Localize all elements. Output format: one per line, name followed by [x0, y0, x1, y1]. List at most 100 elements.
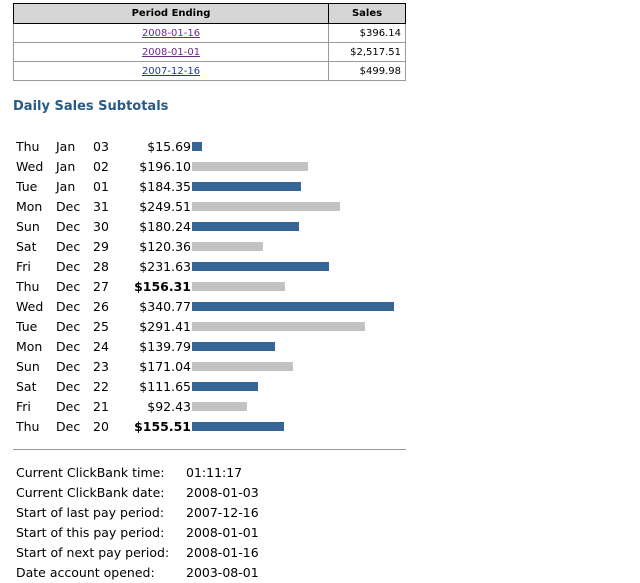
table-row: 2008-01-16 $396.14	[13, 23, 406, 43]
day-number: 22	[93, 379, 109, 394]
daily-amount: $249.51	[139, 199, 191, 214]
month: Dec	[56, 239, 81, 254]
sales-bar	[192, 242, 263, 251]
table-row: 2008-01-01 $2,517.51	[13, 42, 406, 62]
month: Dec	[56, 359, 81, 374]
daily-amount: $139.79	[139, 339, 191, 354]
daily-sales-row: Thu Dec 20 $155.51	[16, 417, 416, 437]
daily-sales-list: Thu Jan 03 $15.69 Wed Jan 02 $196.10 Tue Jan 01 $18…	[16, 137, 416, 437]
sales-bar	[192, 382, 258, 391]
table-row: 2007-12-16 $499.98	[13, 61, 406, 81]
day-of-week: Sat	[16, 239, 37, 254]
period-sales-cell: $2,517.51	[328, 42, 406, 62]
daily-sales-row: Wed Dec 26 $340.77	[16, 297, 416, 317]
sales-bar	[192, 322, 365, 331]
info-value: 2008-01-03	[186, 485, 259, 500]
day-of-week: Mon	[16, 339, 43, 354]
day-number: 23	[93, 359, 109, 374]
info-value: 01:11:17	[186, 465, 243, 480]
day-number: 24	[93, 339, 109, 354]
month: Dec	[56, 199, 81, 214]
day-number: 30	[93, 219, 109, 234]
month: Dec	[56, 219, 81, 234]
daily-sales-row: Sat Dec 29 $120.36	[16, 237, 416, 257]
day-of-week: Tue	[16, 179, 38, 194]
day-of-week: Thu	[16, 139, 40, 154]
day-number: 26	[93, 299, 109, 314]
day-number: 01	[93, 179, 109, 194]
period-link[interactable]: 2008-01-16	[141, 27, 201, 39]
daily-sales-row: Fri Dec 21 $92.43	[16, 397, 416, 417]
day-of-week: Sat	[16, 379, 37, 394]
daily-amount: $92.43	[147, 399, 191, 414]
sales-bar	[192, 342, 275, 351]
period-date-cell: 2008-01-01	[13, 42, 329, 62]
sales-header: Sales	[328, 3, 406, 24]
period-table: Period Ending Sales 2008-01-16 $396.14 2…	[13, 3, 406, 81]
day-number: 25	[93, 319, 109, 334]
info-value: 2007-12-16	[186, 505, 259, 520]
period-link[interactable]: 2008-01-01	[141, 46, 201, 58]
info-label: Current ClickBank time:	[16, 465, 165, 480]
daily-amount: $196.10	[139, 159, 191, 174]
month: Jan	[56, 159, 76, 174]
daily-amount: $156.31	[134, 279, 191, 294]
day-number: 21	[93, 399, 109, 414]
info-row: Current ClickBank date: 2008-01-03	[16, 483, 416, 503]
month: Dec	[56, 399, 81, 414]
day-number: 29	[93, 239, 109, 254]
info-value: 2008-01-01	[186, 525, 259, 540]
sales-bar	[192, 202, 340, 211]
day-of-week: Thu	[16, 279, 40, 294]
daily-sales-row: Tue Jan 01 $184.35	[16, 177, 416, 197]
info-label: Start of next pay period:	[16, 545, 170, 560]
daily-sales-row: Sat Dec 22 $111.65	[16, 377, 416, 397]
info-row: Date account opened: 2003-08-01	[16, 563, 416, 583]
info-label: Date account opened:	[16, 565, 155, 580]
month: Dec	[56, 279, 81, 294]
month: Dec	[56, 299, 81, 314]
day-of-week: Sun	[16, 359, 40, 374]
month: Dec	[56, 319, 81, 334]
daily-amount: $155.51	[134, 419, 191, 434]
day-of-week: Tue	[16, 319, 38, 334]
daily-amount: $231.63	[139, 259, 191, 274]
sales-bar	[192, 422, 284, 431]
info-label: Current ClickBank date:	[16, 485, 165, 500]
account-info-list: Current ClickBank time: 01:11:17 Current C…	[16, 463, 416, 583]
info-value: 2003-08-01	[186, 565, 259, 580]
daily-sales-row: Tue Dec 25 $291.41	[16, 317, 416, 337]
daily-sales-row: Mon Dec 24 $139.79	[16, 337, 416, 357]
day-number: 03	[93, 139, 109, 154]
sales-bar	[192, 182, 301, 191]
month: Dec	[56, 339, 81, 354]
month: Dec	[56, 419, 81, 434]
daily-amount: $340.77	[139, 299, 191, 314]
daily-amount: $120.36	[139, 239, 191, 254]
day-of-week: Fri	[16, 259, 31, 274]
period-date-cell: 2007-12-16	[13, 61, 329, 81]
sales-bar	[192, 142, 202, 151]
sales-bar	[192, 222, 299, 231]
daily-amount: $111.65	[139, 379, 191, 394]
day-number: 28	[93, 259, 109, 274]
day-of-week: Mon	[16, 199, 43, 214]
info-row: Start of next pay period: 2008-01-16	[16, 543, 416, 563]
daily-amount: $171.04	[139, 359, 191, 374]
sales-bar	[192, 402, 247, 411]
day-number: 02	[93, 159, 109, 174]
divider	[13, 449, 406, 450]
day-number: 31	[93, 199, 109, 214]
daily-sales-row: Thu Jan 03 $15.69	[16, 137, 416, 157]
period-link[interactable]: 2007-12-16	[141, 65, 201, 77]
daily-amount: $291.41	[139, 319, 191, 334]
daily-sales-row: Sun Dec 30 $180.24	[16, 217, 416, 237]
day-number: 27	[93, 279, 109, 294]
day-of-week: Wed	[16, 159, 44, 174]
sales-bar	[192, 362, 293, 371]
month: Dec	[56, 379, 81, 394]
period-date-cell: 2008-01-16	[13, 23, 329, 43]
daily-sales-row: Fri Dec 28 $231.63	[16, 257, 416, 277]
daily-sales-row: Thu Dec 27 $156.31	[16, 277, 416, 297]
daily-sales-row: Sun Dec 23 $171.04	[16, 357, 416, 377]
